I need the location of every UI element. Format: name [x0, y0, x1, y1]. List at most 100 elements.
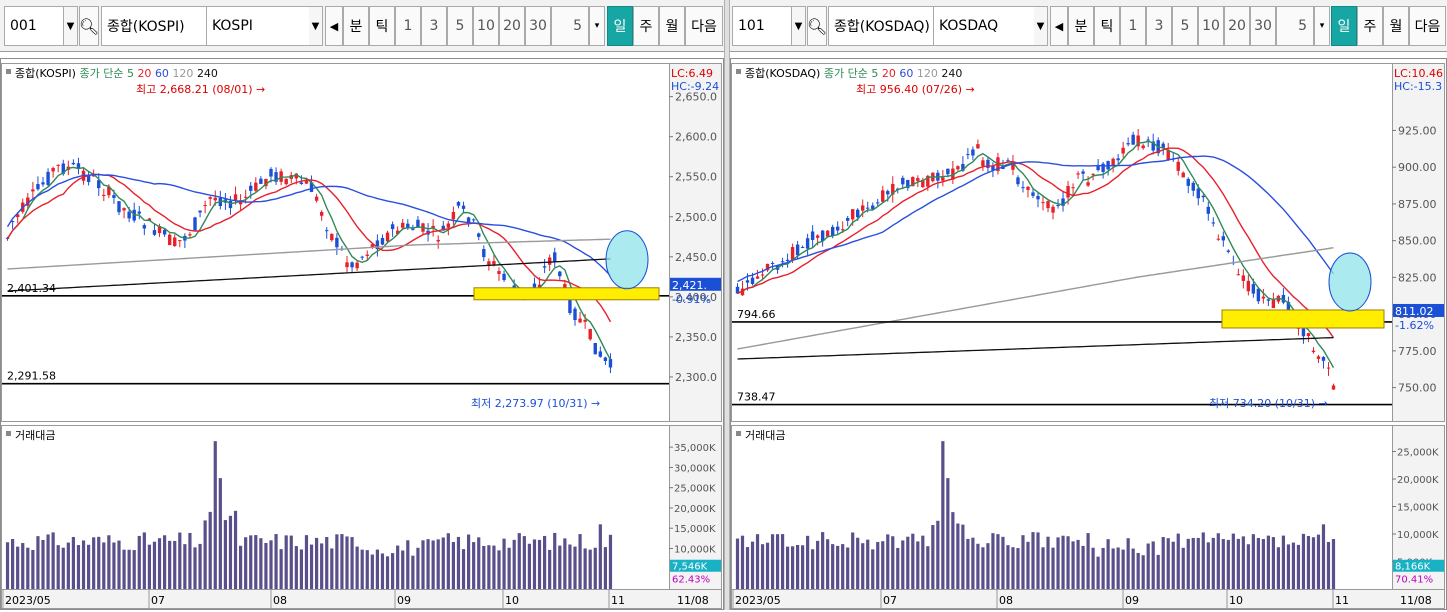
current-price-tag	[670, 277, 721, 291]
volume-bar	[1111, 548, 1115, 589]
interval-5-button[interactable]: 5	[447, 6, 473, 46]
tick-button[interactable]: 틱	[1094, 6, 1120, 46]
volume-bar	[755, 534, 760, 589]
kosdaq-code-input[interactable]: 101	[732, 6, 792, 46]
week-button[interactable]: 주	[1357, 6, 1383, 46]
candle-body	[274, 172, 278, 182]
ma5-line	[737, 140, 1335, 368]
candle-body	[97, 180, 101, 189]
interval-20-button[interactable]: 20	[499, 6, 525, 46]
interval-20-button[interactable]: 20	[1224, 6, 1250, 46]
volume-bar	[264, 542, 268, 589]
kospi-chart-area[interactable]: 2,650.0 2,600.0 2,550.0 2,500.0 2,450.0 2,400…	[0, 58, 724, 610]
volume-bar	[1166, 538, 1170, 589]
dropdown-icon[interactable]: ▾	[589, 6, 605, 46]
candle-body	[558, 271, 562, 277]
interval-1-button[interactable]: 1	[395, 6, 421, 46]
volume-bar	[1241, 536, 1245, 589]
volume-bar	[1201, 532, 1205, 589]
candle-body	[926, 175, 930, 187]
interval-3-button[interactable]: 3	[421, 6, 447, 46]
day-button[interactable]: 일	[607, 6, 633, 46]
price-axis-pane	[669, 63, 722, 422]
dropdown-icon[interactable]: ▼	[64, 6, 78, 46]
kosdaq-index-name[interactable]: 종합(KOSDAQ)	[828, 6, 934, 46]
interval-1-button[interactable]: 1	[1120, 6, 1146, 46]
volume-bar	[178, 532, 182, 589]
candle-body	[1041, 202, 1045, 204]
candle-body	[1116, 158, 1120, 161]
price-tick-label: 2,350.0	[675, 331, 717, 344]
volume-bar	[391, 553, 395, 589]
kosdaq-index-name-en[interactable]: KOSDAQ	[934, 6, 1038, 46]
volume-bar	[886, 534, 890, 589]
candle-body	[466, 217, 471, 225]
volume-bar	[1266, 535, 1270, 589]
kospi-index-name-en[interactable]: KOSPI	[207, 6, 311, 46]
week-button[interactable]: 주	[633, 6, 659, 46]
volume-bar	[1116, 547, 1120, 589]
dropdown-icon[interactable]: ▼	[309, 6, 323, 46]
prev-icon[interactable]: ◀	[1050, 6, 1068, 46]
volume-bar	[416, 547, 420, 589]
dropdown-icon[interactable]: ▾	[1314, 6, 1330, 46]
date-label: 09	[397, 594, 411, 607]
tick-button[interactable]: 틱	[369, 6, 395, 46]
interval-30-button[interactable]: 30	[525, 6, 551, 46]
legend-ma-60: 60	[899, 67, 917, 80]
dropdown-icon[interactable]: ▼	[792, 6, 806, 46]
search-icon[interactable]: 🔍︎	[807, 6, 827, 46]
period-count-input[interactable]: 5	[551, 6, 589, 46]
candle-body	[1311, 350, 1316, 353]
next-button[interactable]: 다음	[685, 6, 723, 46]
interval-5-button[interactable]: 5	[1172, 6, 1198, 46]
search-icon[interactable]: 🔍︎	[79, 6, 99, 46]
next-button[interactable]: 다음	[1409, 6, 1446, 46]
minute-button[interactable]: 분	[1068, 6, 1094, 46]
price-tick-label: 2,550.0	[675, 171, 717, 184]
volume-bar	[345, 536, 349, 589]
volume-bar	[568, 544, 572, 589]
volume-change: 62.43%	[672, 575, 710, 586]
kospi-code-input[interactable]: 001	[4, 6, 64, 46]
kosdaq-chart-area[interactable]: 925.00900.00875.00850.00825.00800.00775.…	[730, 58, 1447, 610]
date-label: 11	[611, 594, 625, 607]
legend-ma-240: 240	[941, 67, 962, 80]
volume-bar	[441, 537, 445, 589]
legend-ma-60: 60	[155, 67, 173, 80]
candle-body	[1151, 141, 1155, 151]
legend-series-type: 종가 단순	[79, 67, 126, 80]
kosdaq-chart-svg[interactable]: 925.00900.00875.00850.00825.00800.00775.…	[731, 59, 1446, 609]
period-count-input[interactable]: 5	[1276, 6, 1314, 46]
volume-bar	[385, 556, 390, 589]
month-button[interactable]: 월	[659, 6, 685, 46]
volume-bar	[107, 535, 111, 589]
volume-bar	[901, 540, 905, 589]
prev-icon[interactable]: ◀	[325, 6, 343, 46]
lc-label: LC:10.46	[1394, 67, 1443, 80]
interval-30-button[interactable]: 30	[1250, 6, 1276, 46]
candle-body	[122, 208, 126, 211]
interval-3-button[interactable]: 3	[1146, 6, 1172, 46]
month-button[interactable]: 월	[1383, 6, 1409, 46]
volume-bar	[492, 545, 496, 589]
kospi-chart-svg[interactable]: 2,650.0 2,600.0 2,550.0 2,500.0 2,450.0 2,400…	[1, 59, 723, 609]
interval-10-button[interactable]: 10	[1198, 6, 1224, 46]
price-pane	[731, 63, 1393, 422]
volume-bar	[320, 543, 324, 589]
volume-bar	[1156, 554, 1160, 589]
volume-bar	[1051, 547, 1055, 589]
volume-bar	[876, 542, 880, 589]
candle-body	[46, 171, 50, 185]
interval-10-button[interactable]: 10	[473, 6, 499, 46]
price-tick-label: 2,650.0	[675, 91, 717, 104]
volume-bar	[1246, 544, 1250, 589]
panel-splitter[interactable]	[724, 0, 730, 610]
day-button[interactable]: 일	[1331, 6, 1357, 46]
dropdown-icon[interactable]: ▼	[1034, 6, 1048, 46]
volume-bar	[1171, 541, 1175, 589]
candle-body	[850, 209, 855, 220]
volume-bar	[203, 520, 207, 589]
kospi-index-name[interactable]: 종합(KOSPI)	[101, 6, 207, 46]
minute-button[interactable]: 분	[343, 6, 369, 46]
